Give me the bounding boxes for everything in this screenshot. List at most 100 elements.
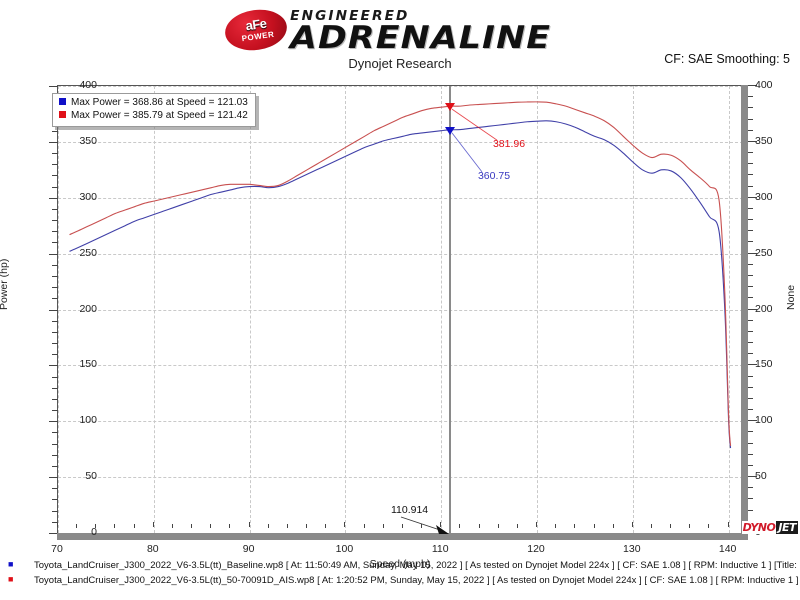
- x-tick-minor: [76, 524, 78, 528]
- y-tick: [49, 86, 58, 87]
- y-tick-minor: [52, 130, 58, 132]
- callout-leader-line: [451, 132, 483, 173]
- y-tick-label: 50: [85, 470, 97, 483]
- y-tick-minor: [52, 175, 58, 177]
- x-tick-label: 120: [527, 543, 545, 555]
- x-tick: [57, 522, 58, 527]
- x-tick: [631, 522, 633, 527]
- x-tick-minor: [478, 524, 480, 528]
- y-tick-label: 250: [79, 246, 97, 259]
- y-right-tick-minor: [748, 207, 753, 209]
- y-tick-minor: [52, 354, 58, 356]
- y-tick-minor: [52, 331, 58, 333]
- x-tick-minor: [497, 524, 499, 528]
- y-tick-minor: [52, 398, 58, 400]
- x-tick: [248, 522, 250, 527]
- y-tick-minor: [52, 242, 58, 244]
- y-right-tick-minor: [748, 353, 753, 355]
- y-tick: [49, 477, 58, 479]
- y-tick: [49, 141, 58, 143]
- legend-color-swatch: [59, 110, 66, 118]
- x-axis: [57, 522, 748, 540]
- y-right-tick-minor: [748, 464, 753, 466]
- y-tick: [49, 365, 58, 367]
- gridline-horizontal: [58, 86, 743, 87]
- y-right-tick: [748, 140, 757, 142]
- x-tick-minor: [363, 524, 365, 528]
- y-right-tick-minor: [748, 219, 753, 221]
- x-tick: [344, 522, 346, 527]
- dynojet-logo-part1: DYNO: [741, 521, 777, 534]
- x-tick-label: 90: [242, 543, 255, 555]
- y-right-tick-minor: [748, 163, 753, 165]
- x-tick-minor: [612, 524, 614, 528]
- cursor-marker-blue: [444, 126, 455, 135]
- y-tick-minor: [52, 186, 58, 188]
- gridline-horizontal: [58, 141, 743, 143]
- y-tick-minor: [52, 376, 58, 378]
- x-tick-minor: [286, 524, 288, 528]
- y-tick-minor: [52, 343, 58, 345]
- chart-title: Dynojet Research: [348, 56, 452, 71]
- x-tick-minor: [459, 524, 461, 528]
- x-tick-minor: [95, 524, 97, 528]
- y-right-tick-minor: [748, 442, 753, 444]
- y-tick-minor: [52, 153, 58, 155]
- x-tick-label: 100: [335, 543, 354, 555]
- legend-label: Max Power = 368.86 at Speed = 121.03: [71, 97, 248, 108]
- y-tick-label: 0: [91, 526, 97, 538]
- y-right-tick-minor: [748, 453, 753, 455]
- gridline-horizontal: [58, 477, 743, 479]
- x-tick-label: 80: [146, 543, 159, 555]
- y-right-tick: [748, 420, 757, 422]
- y-axis-right: [741, 85, 757, 534]
- y-right-tick-label: 350: [755, 134, 773, 147]
- power-curve: [69, 101, 732, 446]
- x-tick-minor: [133, 524, 135, 528]
- x-tick-minor: [650, 524, 652, 528]
- x-tick: [152, 522, 154, 527]
- footer-run-bullet: ■: [8, 575, 14, 584]
- x-tick-minor: [267, 524, 269, 528]
- dynojet-logo-part2: JET: [776, 521, 798, 534]
- x-tick: [727, 522, 729, 527]
- y-right-tick: [748, 476, 757, 478]
- x-tick-minor: [114, 524, 116, 528]
- y-tick-minor: [52, 287, 58, 289]
- y-right-tick-label: 100: [755, 414, 773, 427]
- cursor-x-leader: [400, 516, 449, 534]
- y-right-tick-minor: [748, 129, 753, 131]
- cursor-marker-red: [444, 103, 455, 112]
- y-right-tick-label: 300: [755, 190, 773, 203]
- y-tick-minor: [52, 264, 58, 266]
- y-tick-minor: [52, 465, 58, 467]
- y-right-tick-minor: [748, 319, 753, 321]
- y-right-tick-minor: [748, 397, 753, 399]
- x-tick-label: 70: [51, 543, 63, 555]
- plot-area: 381.96 360.75: [49, 85, 743, 534]
- footer-run-text: Toyota_LandCruiser_J300_2022_V6-3.5L(tt)…: [34, 575, 800, 586]
- y-right-tick-minor: [748, 487, 753, 489]
- cursor-line[interactable]: [448, 86, 451, 533]
- footer-run-bullet: ■: [8, 560, 14, 569]
- y-right-tick-minor: [748, 409, 753, 411]
- x-tick-minor: [229, 524, 231, 528]
- y-tick-minor: [52, 432, 58, 434]
- chart-legend: Max Power = 368.86 at Speed = 121.03 Max …: [52, 93, 256, 127]
- y-tick: [49, 309, 58, 311]
- y-tick-minor: [52, 220, 58, 222]
- y-tick-label: 300: [79, 190, 97, 203]
- x-tick-minor: [210, 524, 212, 528]
- x-tick-minor: [555, 524, 557, 528]
- page-header: aFe POWER ENGINEERED ADRENALINE Dynojet …: [0, 0, 800, 78]
- y-right-tick-minor: [748, 274, 753, 276]
- callout-leader-line: [451, 108, 498, 141]
- value-callout: 360.75: [477, 169, 511, 182]
- y-right-tick-minor: [748, 230, 753, 232]
- gridline-horizontal: [58, 365, 743, 367]
- y-right-tick-minor: [748, 330, 753, 332]
- x-tick-minor: [191, 524, 193, 528]
- y-right-tick-minor: [748, 375, 753, 377]
- y-tick: [49, 421, 58, 423]
- x-tick-minor: [670, 524, 672, 528]
